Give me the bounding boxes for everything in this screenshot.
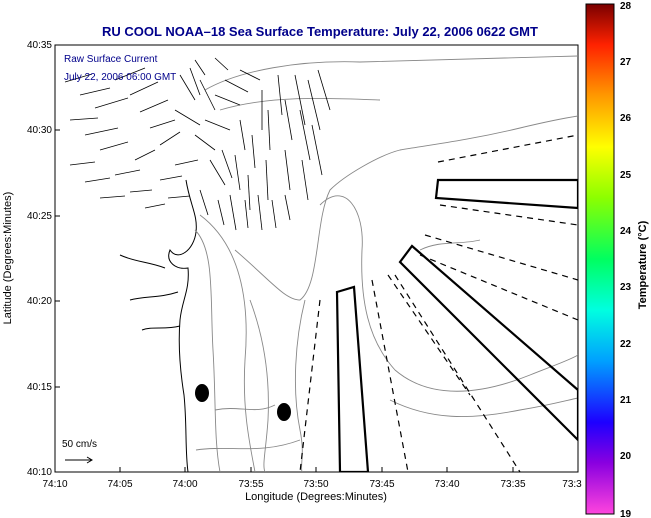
land-river bbox=[119, 254, 181, 331]
y-ticks bbox=[55, 129, 60, 388]
x-tick-label: 73:45 bbox=[369, 479, 394, 490]
colorbar-gradient bbox=[585, 3, 615, 515]
annotation-raw-current: Raw Surface Current bbox=[64, 54, 158, 65]
dashed-transects bbox=[299, 134, 578, 472]
colorbar: 19 20 21 22 23 24 25 26 27 28 Temperatur… bbox=[585, 1, 649, 518]
x-axis: 74:10 74:05 74:00 73:55 73:50 73:45 73:4… bbox=[42, 479, 582, 490]
solid-transects bbox=[335, 178, 578, 472]
colorbar-tick-label: 23 bbox=[620, 282, 632, 293]
colorbar-label: Temperature (°C) bbox=[637, 220, 649, 309]
x-tick-label: 73:35 bbox=[500, 479, 525, 490]
colorbar-tick-label: 27 bbox=[620, 57, 632, 68]
annotation-date: July 22, 2006 06:00 GMT bbox=[64, 72, 176, 83]
x-tick-label: 74:00 bbox=[172, 479, 197, 490]
x-tick-label: 73:3 bbox=[562, 479, 582, 490]
map-layer bbox=[64, 55, 578, 472]
colorbar-tick-label: 24 bbox=[620, 226, 632, 237]
chart-title: RU COOL NOAA–18 Sea Surface Temperature:… bbox=[102, 24, 538, 39]
x-axis-label: Longitude (Degrees:Minutes) bbox=[245, 491, 387, 503]
x-tick-label: 73:50 bbox=[303, 479, 328, 490]
x-tick-label: 73:40 bbox=[434, 479, 459, 490]
coastline bbox=[168, 179, 197, 472]
colorbar-tick-label: 26 bbox=[620, 113, 632, 124]
colorbar-tick-label: 21 bbox=[620, 395, 632, 406]
y-tick-label: 40:25 bbox=[27, 211, 52, 222]
colorbar-tick-label: 25 bbox=[620, 170, 632, 181]
y-tick-label: 40:10 bbox=[27, 467, 52, 478]
colorbar-tick-label: 28 bbox=[620, 1, 632, 12]
island-2 bbox=[277, 403, 291, 421]
colorbar-tick-label: 22 bbox=[620, 339, 632, 350]
y-tick-label: 40:15 bbox=[27, 382, 52, 393]
island-1 bbox=[195, 384, 209, 402]
scale-label: 50 cm/s bbox=[62, 439, 97, 450]
x-tick-label: 74:05 bbox=[107, 479, 132, 490]
colorbar-tick-label: 19 bbox=[620, 509, 632, 518]
y-tick-label: 40:20 bbox=[27, 296, 52, 307]
y-axis-label: Latitude (Degrees:Minutes) bbox=[2, 192, 14, 325]
plot-area bbox=[54, 44, 579, 473]
colorbar-tick-label: 20 bbox=[620, 451, 632, 462]
y-tick-label: 40:30 bbox=[27, 125, 52, 136]
current-vectors bbox=[64, 57, 331, 231]
x-tick-label: 74:10 bbox=[42, 479, 67, 490]
y-axis: 40:10 40:15 40:20 40:25 40:30 40:35 bbox=[27, 40, 52, 478]
x-tick-label: 73:55 bbox=[238, 479, 263, 490]
y-tick-label: 40:35 bbox=[27, 40, 52, 51]
x-ticks bbox=[119, 467, 514, 472]
